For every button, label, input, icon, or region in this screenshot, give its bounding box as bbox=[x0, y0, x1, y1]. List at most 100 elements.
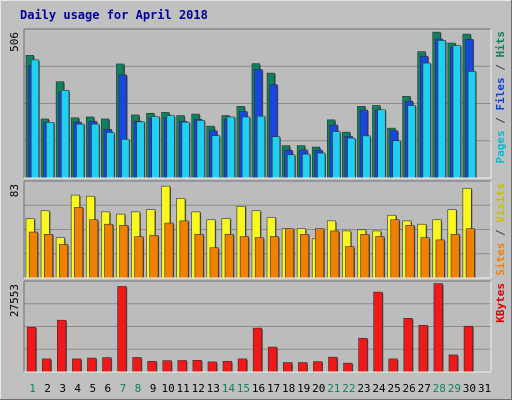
day-label: 6 bbox=[105, 382, 112, 395]
day-label: 29 bbox=[448, 382, 461, 395]
bar-pages-day-29 bbox=[452, 45, 461, 179]
bar-pages-day-10 bbox=[166, 115, 175, 179]
bar-pages-day-20 bbox=[317, 152, 326, 179]
bar-sites-day-27 bbox=[420, 237, 430, 279]
day-label: 23 bbox=[357, 382, 370, 395]
axis-label-part: / bbox=[494, 111, 507, 131]
bar-pages-day-1 bbox=[30, 59, 40, 179]
bar-pages-day-25 bbox=[392, 140, 401, 179]
day-label: 7 bbox=[120, 382, 127, 395]
y-max-label: 83 bbox=[8, 184, 21, 197]
bar-kbytes-day-8 bbox=[132, 357, 142, 373]
bar-pages-day-24 bbox=[377, 109, 386, 179]
bar-sites-day-21 bbox=[330, 230, 340, 279]
day-label: 20 bbox=[312, 382, 325, 395]
axis-label-part: KBytes bbox=[494, 283, 507, 323]
bar-sites-day-9 bbox=[149, 235, 159, 279]
bar-sites-day-7 bbox=[119, 225, 129, 279]
bar-kbytes-day-25 bbox=[388, 358, 398, 373]
bar-kbytes-day-4 bbox=[72, 358, 82, 373]
day-label: 5 bbox=[89, 382, 96, 395]
bar-kbytes-day-24 bbox=[373, 291, 383, 373]
day-label: 25 bbox=[387, 382, 400, 395]
axis-label-part: / bbox=[494, 58, 507, 78]
bar-sites-day-2 bbox=[43, 234, 53, 279]
bar-sites-day-13 bbox=[209, 247, 219, 279]
axis-label-part: Files bbox=[494, 77, 507, 110]
bar-pages-day-21 bbox=[332, 131, 341, 179]
day-label: 8 bbox=[135, 382, 142, 395]
axis-label-part: Sites bbox=[494, 243, 507, 276]
bar-sites-day-15 bbox=[239, 236, 249, 279]
bar-kbytes-day-21 bbox=[328, 356, 338, 373]
bar-sites-day-1 bbox=[28, 231, 38, 279]
bar-kbytes-day-20 bbox=[313, 361, 323, 373]
bar-kbytes-day-18 bbox=[282, 362, 293, 373]
bar-sites-day-12 bbox=[194, 234, 204, 279]
panel-visits-sites: 83 Sites / Visits bbox=[8, 180, 507, 279]
bar-sites-day-14 bbox=[224, 234, 234, 279]
bar-pages-day-12 bbox=[196, 120, 205, 179]
bar-pages-day-27 bbox=[422, 62, 431, 179]
bar-pages-day-23 bbox=[362, 135, 371, 179]
bar-kbytes-day-7 bbox=[117, 286, 127, 373]
bar-kbytes-day-23 bbox=[358, 337, 368, 373]
bar-sites-day-11 bbox=[179, 220, 189, 279]
y-max-label: 506 bbox=[8, 32, 21, 52]
bar-sites-day-5 bbox=[89, 219, 99, 279]
bar-pages-day-11 bbox=[181, 121, 190, 179]
day-label: 4 bbox=[74, 382, 81, 395]
bar-sites-day-8 bbox=[134, 236, 144, 279]
bar-sites-day-20 bbox=[315, 228, 325, 279]
day-label: 31 bbox=[478, 382, 491, 395]
bar-pages-day-15 bbox=[241, 116, 251, 179]
bar-sites-day-22 bbox=[345, 246, 355, 279]
bar-pages-day-28 bbox=[437, 40, 446, 179]
day-label: 17 bbox=[267, 382, 280, 395]
bar-pages-day-4 bbox=[76, 123, 85, 179]
bar-kbytes-day-13 bbox=[207, 361, 217, 373]
bar-kbytes-day-10 bbox=[162, 360, 172, 373]
axis-label-part: Visits bbox=[494, 183, 507, 223]
bar-kbytes-day-22 bbox=[343, 362, 353, 373]
day-label: 10 bbox=[161, 382, 174, 395]
bar-pages-day-16 bbox=[256, 115, 266, 179]
bar-kbytes-day-11 bbox=[177, 360, 187, 373]
bar-kbytes-day-30 bbox=[463, 325, 473, 373]
bar-sites-day-29 bbox=[450, 234, 460, 279]
bar-kbytes-day-19 bbox=[298, 362, 308, 373]
bar-pages-day-7 bbox=[121, 139, 130, 179]
day-label: 22 bbox=[342, 382, 355, 395]
bar-kbytes-day-14 bbox=[222, 360, 232, 373]
bar-kbytes-day-6 bbox=[102, 357, 112, 373]
chart-title: Daily usage for April 2018 bbox=[20, 8, 208, 22]
bar-pages-day-8 bbox=[136, 121, 145, 179]
bar-kbytes-day-29 bbox=[448, 354, 458, 373]
day-label: 21 bbox=[327, 382, 340, 395]
bar-sites-day-6 bbox=[104, 223, 114, 279]
bar-sites-day-18 bbox=[284, 228, 294, 279]
day-label: 1 bbox=[29, 382, 36, 395]
bar-kbytes-day-15 bbox=[237, 358, 248, 373]
day-label: 28 bbox=[433, 382, 446, 395]
bar-kbytes-day-17 bbox=[267, 346, 278, 373]
day-label: 9 bbox=[150, 382, 157, 395]
y-max-label: 27553 bbox=[8, 284, 21, 317]
bar-kbytes-day-27 bbox=[418, 324, 428, 373]
bar-pages-day-13 bbox=[211, 135, 220, 179]
bar-pages-day-6 bbox=[106, 132, 115, 179]
bar-sites-day-24 bbox=[375, 236, 385, 279]
bar-sites-day-3 bbox=[59, 244, 69, 279]
day-label: 2 bbox=[44, 382, 51, 395]
axis-label-part: / bbox=[494, 223, 507, 243]
bar-pages-day-22 bbox=[347, 137, 356, 179]
axis-label-hits-files-pages: Pages / Files / Hits bbox=[494, 31, 507, 164]
bar-pages-day-14 bbox=[226, 116, 235, 179]
bar-pages-day-30 bbox=[467, 71, 476, 179]
day-label: 13 bbox=[207, 382, 220, 395]
day-label: 16 bbox=[252, 382, 265, 395]
axis-label-part: Hits bbox=[494, 31, 507, 58]
bar-kbytes-day-5 bbox=[87, 357, 97, 373]
bar-kbytes-day-3 bbox=[57, 319, 67, 373]
